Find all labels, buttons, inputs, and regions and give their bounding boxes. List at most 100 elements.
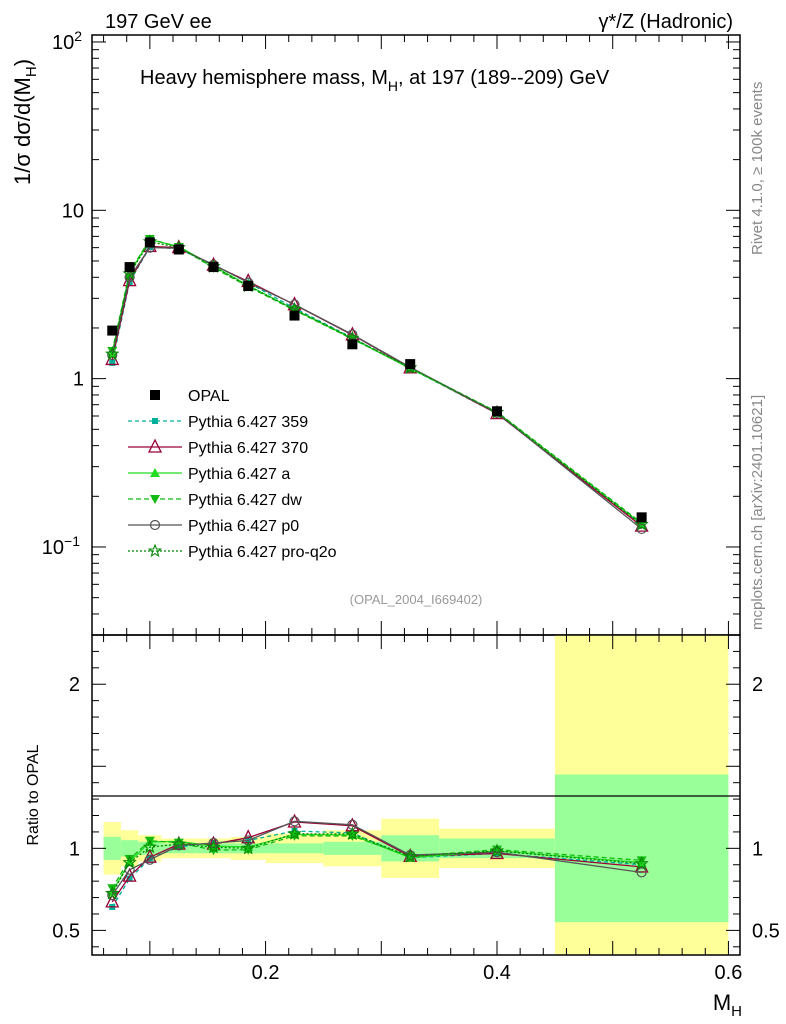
legend-marker	[152, 418, 158, 424]
mcplots-label: mcplots.cern.ch [arXiv:2401.10621]	[749, 395, 766, 630]
ratio-y-tick-label-right: 0.5	[752, 920, 780, 942]
data-point	[405, 359, 416, 370]
ratio-series-point	[173, 838, 184, 848]
series-370	[105, 237, 649, 532]
ratio-series-point	[636, 867, 647, 878]
main-axis-ticks: 10−1 1 10 102	[42, 28, 740, 636]
data-point	[124, 262, 135, 273]
series-dw	[107, 235, 647, 528]
ratio-y-label: Ratio to OPAL	[25, 744, 42, 845]
series-point	[109, 359, 116, 366]
series-point	[107, 346, 118, 356]
series-pro-q2o	[105, 234, 649, 531]
rivet-version-label: Rivet 4.1.0, ≥ 100k events	[749, 82, 766, 255]
series-point	[636, 523, 647, 535]
data-point	[347, 339, 358, 350]
ratio-series-point	[287, 826, 302, 840]
legend-label: Pythia 6.427 370	[188, 440, 308, 457]
ratio-frame	[91, 634, 741, 956]
legend-marker	[149, 519, 161, 531]
legend-marker	[150, 495, 160, 504]
ratio-series-point	[489, 843, 505, 858]
legend-label: Pythia 6.427 pro-q2o	[188, 544, 337, 561]
ratio-series-point	[345, 826, 360, 841]
legend-label: Pythia 6.427 p0	[188, 518, 299, 535]
data-point	[208, 262, 219, 273]
ratio-series-point	[107, 889, 118, 901]
ratio-series-point	[634, 856, 649, 870]
y-tick-label-0.1: 10−1	[42, 533, 80, 559]
ratio-series-point	[124, 855, 135, 865]
data-point	[144, 237, 155, 248]
series-point	[347, 329, 358, 340]
legend: OPAL Pythia 6.427 359 Pythia 6.427 370 Pyth…	[128, 388, 337, 561]
ratio-band-green	[323, 841, 382, 855]
ratio-series-point	[146, 855, 153, 862]
main-data-points	[107, 237, 647, 523]
ratio-series-point	[126, 875, 133, 882]
ratio-y-tick-label-left: 1	[69, 838, 80, 860]
legend-label: Pythia 6.427 dw	[188, 492, 302, 509]
y-axis-label: 1/σ dσ/d(MH)	[10, 59, 40, 185]
ratio-series-point	[403, 848, 418, 863]
series-359	[109, 244, 645, 529]
main-panel: 10−1 1 10 102 Heavy hemisphere mass, MH, at…	[10, 28, 741, 636]
header-process: γ*/Z (Hadronic)	[599, 11, 733, 33]
main-series-group	[105, 234, 649, 535]
y-tick-label-10: 10	[62, 200, 84, 222]
ratio-series-point	[289, 816, 300, 827]
ratio-band-green	[265, 843, 324, 854]
ratio-y-tick-label-left: 2	[69, 674, 80, 696]
series-point	[107, 349, 118, 361]
ratio-y-tick-label-left: 0.5	[52, 920, 80, 942]
ratio-series-point	[144, 854, 155, 865]
x-axis-label: MH	[713, 990, 742, 1020]
series-point	[124, 272, 135, 283]
reference-id: (OPAL_2004_I669402)	[350, 592, 483, 607]
series-point	[122, 272, 137, 287]
series-point	[634, 517, 649, 531]
header-energy: 197 GeV ee	[105, 11, 212, 33]
legend-label: Pythia 6.427 a	[188, 466, 290, 483]
plot-title: Heavy hemisphere mass, MH, at 197 (189--…	[140, 67, 610, 94]
series-line	[111, 246, 643, 526]
data-point	[289, 310, 300, 321]
ratio-series-pro-q2o	[105, 826, 649, 900]
ratio-series-point	[243, 835, 254, 846]
series-point	[105, 346, 120, 361]
ratio-series-point	[241, 840, 256, 855]
legend-label: Pythia 6.427 359	[188, 414, 308, 431]
ratio-y-tick-label-right: 1	[752, 838, 763, 860]
y-tick-label-1: 1	[73, 369, 84, 391]
legend-marker	[150, 468, 160, 477]
x-tick-label: 0.6	[715, 962, 743, 984]
data-point	[492, 406, 502, 417]
ratio-series-point	[636, 856, 647, 866]
x-tick-label: 0.2	[252, 962, 280, 984]
ratio-series-group	[105, 813, 649, 911]
data-point	[107, 325, 118, 336]
series-line	[111, 245, 643, 527]
legend-marker-data	[150, 390, 160, 400]
legend-marker	[147, 438, 163, 453]
series-a	[107, 234, 647, 528]
ratio-series-point	[206, 839, 221, 854]
ratio-series-point	[491, 847, 503, 858]
ratio-y-tick-label-right: 2	[752, 674, 763, 696]
ratio-uncertainty-bands	[103, 635, 729, 955]
data-point	[243, 281, 254, 292]
ratio-band-green	[120, 840, 139, 857]
y-tick-label-100: 102	[52, 28, 82, 54]
ratio-series-point	[142, 839, 158, 854]
ratio-series-point	[122, 855, 137, 869]
ratio-axis-ticks: 0.2 0.4 0.6 0.5 0.5 1 1 2 2	[52, 635, 780, 984]
ratio-series-point	[171, 836, 186, 851]
legend-marker	[147, 543, 163, 558]
ratio-band-green	[103, 836, 121, 860]
legend-label-data: OPAL	[188, 388, 230, 405]
ratio-series-line	[111, 833, 642, 894]
ratio-panel: 0.2 0.4 0.6 0.5 0.5 1 1 2 2 Ratio to OPAL	[25, 634, 780, 984]
ratio-series-point	[105, 893, 120, 908]
ratio-series-point	[173, 840, 184, 851]
